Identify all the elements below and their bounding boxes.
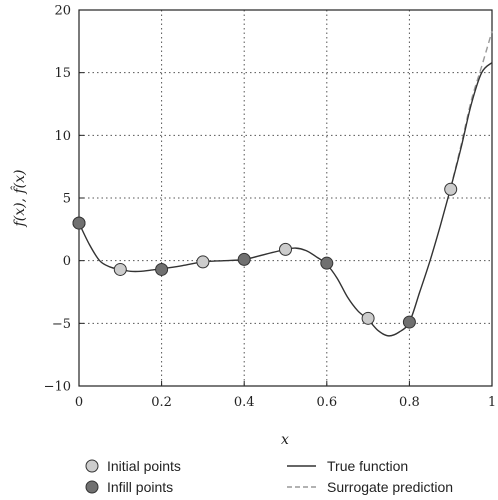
- legend-marker-infill-points: [85, 480, 99, 494]
- legend-marker-initial-points: [85, 459, 99, 473]
- data-point-initial-points: [113, 262, 127, 276]
- axis-ticks: 0 0.2 0.4 0.6 0.8 1 −10 −5 0 5 10 15 20: [44, 4, 497, 411]
- x-tick-label: 0.8: [399, 395, 420, 410]
- data-point-infill-points: [72, 216, 86, 230]
- data-point-initial-points: [444, 182, 458, 196]
- legend-label-surrogate-prediction: Surrogate prediction: [327, 479, 453, 495]
- data-point-infill-points: [155, 262, 169, 276]
- y-tick-label: 0: [63, 254, 71, 269]
- data-point-infill-points: [402, 315, 416, 329]
- data-point-infill-points: [237, 252, 251, 266]
- x-tick-label: 0.4: [234, 395, 255, 410]
- y-tick-label: −5: [52, 317, 71, 332]
- data-point-initial-points: [361, 311, 375, 325]
- series-lines: [78, 31, 493, 337]
- y-tick-label: −10: [44, 380, 71, 395]
- legend-label-initial-points: Initial points: [107, 458, 181, 474]
- x-tick-label: 0.6: [316, 395, 337, 410]
- legend: Initial points Infill points True functi…: [85, 458, 453, 495]
- x-tick-label: 0.2: [151, 395, 172, 410]
- x-tick-label: 0: [75, 395, 83, 410]
- data-point-infill-points: [320, 256, 334, 270]
- x-tick-label: 1: [488, 395, 496, 410]
- y-tick-label: 20: [54, 4, 71, 19]
- gridlines: [79, 10, 492, 386]
- y-axis-label: f(x), f̂(x): [10, 170, 28, 228]
- y-tick-label: 5: [63, 192, 71, 207]
- y-tick-label: 15: [54, 66, 71, 81]
- data-points: [72, 182, 458, 329]
- series-line-true-function: [78, 62, 493, 337]
- x-axis-label: x: [281, 432, 289, 448]
- series-line-surrogate-prediction: [450, 31, 493, 189]
- data-point-initial-points: [196, 255, 210, 269]
- data-point-initial-points: [279, 242, 292, 256]
- legend-label-infill-points: Infill points: [107, 479, 173, 495]
- legend-label-true-function: True function: [327, 458, 408, 474]
- y-tick-label: 10: [54, 129, 71, 144]
